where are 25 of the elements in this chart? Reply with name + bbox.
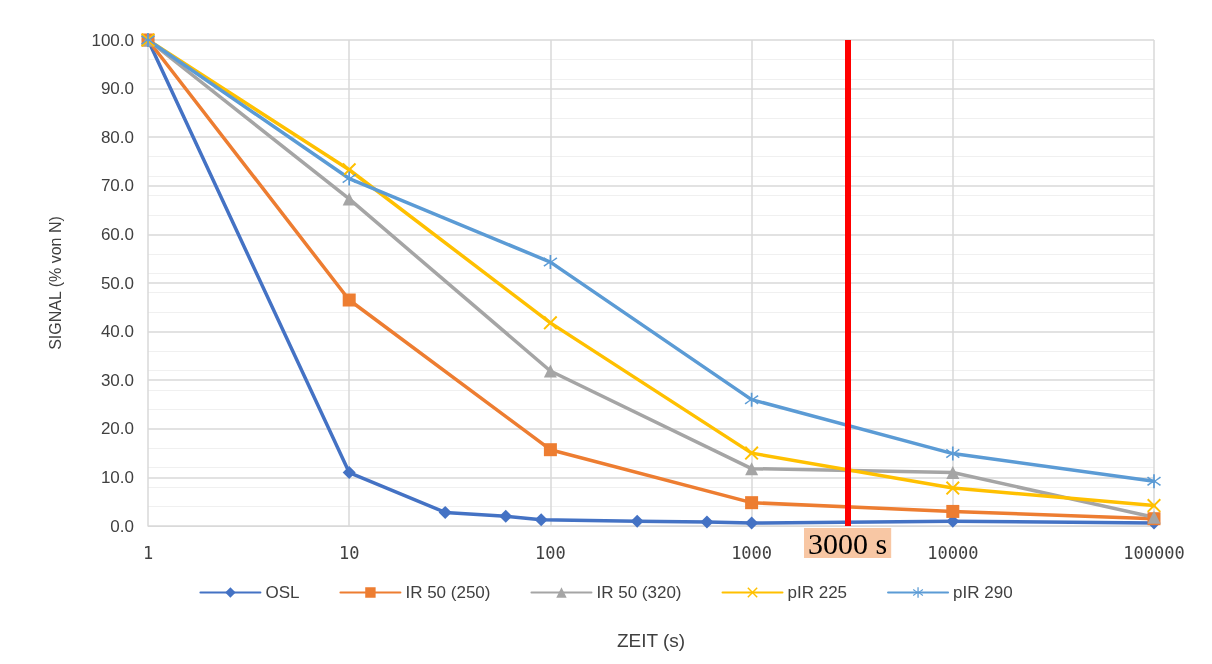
legend-label: IR 50 (250) xyxy=(405,583,491,602)
legend-label: pIR 225 xyxy=(787,583,848,602)
x-tick-label: 100 xyxy=(535,542,566,563)
legend-label: pIR 290 xyxy=(953,583,1013,602)
x-tick-label: 100000 xyxy=(1123,542,1185,563)
y-tick-label: 40.0 xyxy=(100,322,134,342)
y-tick-label: 90.0 xyxy=(100,79,134,99)
x-tick-label: 1000 xyxy=(731,542,773,563)
x-tick-label: 10000 xyxy=(927,542,979,563)
x-axis-title: ZEIT (s) xyxy=(616,630,686,651)
y-tick-label: 50.0 xyxy=(100,273,134,293)
ref-line-label: 3000 s xyxy=(808,526,888,560)
x-tick-label: 10 xyxy=(338,542,360,563)
y-tick-label: 80.0 xyxy=(100,127,134,147)
y-axis-title: SIGNAL (% von N) xyxy=(46,216,64,350)
legend-label: IR 50 (320) xyxy=(596,583,682,602)
y-tick-label: 30.0 xyxy=(100,370,134,390)
legend-label: OSL xyxy=(265,583,300,602)
y-tick-label: 0.0 xyxy=(110,516,134,536)
y-tick-label: 100.0 xyxy=(91,30,134,50)
y-tick-label: 20.0 xyxy=(100,419,134,439)
y-tick-label: 60.0 xyxy=(100,224,134,244)
y-tick-label: 10.0 xyxy=(100,467,134,487)
x-tick-label: 1 xyxy=(142,542,154,563)
y-tick-label: 70.0 xyxy=(100,176,134,196)
